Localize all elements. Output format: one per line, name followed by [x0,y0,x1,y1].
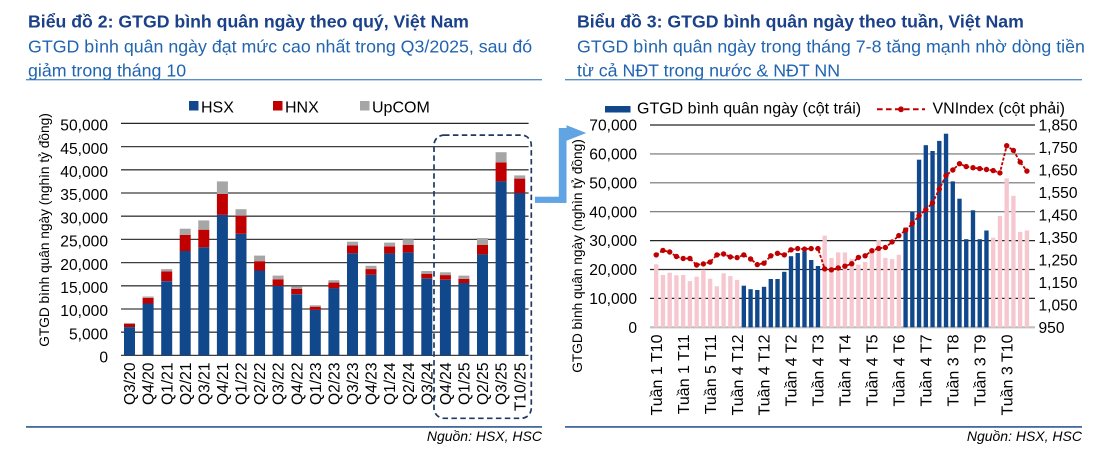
svg-text:VNIndex (cột phải): VNIndex (cột phải) [933,100,1066,117]
svg-text:20,000: 20,000 [60,257,108,274]
svg-text:GTGD bình quân ngày (nghìn tỷ: GTGD bình quân ngày (nghìn tỷ đồng) [37,113,52,347]
svg-text:GTGD bình quân ngày (cột trái): GTGD bình quân ngày (cột trái) [637,100,861,117]
svg-text:Tuần 4 T7: Tuần 4 T7 [919,334,936,406]
svg-text:10,000: 10,000 [589,291,637,308]
svg-text:70,000: 70,000 [589,118,637,135]
svg-text:T10/25: T10/25 [512,362,529,411]
svg-text:Tuần 4 T3: Tuần 4 T3 [811,334,828,406]
svg-text:Tuần 5 T11: Tuần 5 T11 [703,334,720,414]
svg-text:HNX: HNX [285,99,319,116]
svg-text:45,000: 45,000 [60,141,108,158]
svg-text:50,000: 50,000 [60,118,108,135]
svg-text:GTGD bình quân ngày đạt mức ca: GTGD bình quân ngày đạt mức cao nhất tro… [28,37,532,57]
svg-text:Q1/24: Q1/24 [382,362,399,405]
svg-text:Q1/21: Q1/21 [159,363,176,405]
svg-text:Nguồn: HSX, HSC: Nguồn: HSX, HSC [427,428,543,444]
svg-text:Tuần 3 T8: Tuần 3 T8 [946,334,963,406]
svg-text:UpCOM: UpCOM [372,99,430,116]
svg-text:Q2/25: Q2/25 [475,362,492,405]
svg-text:Q4/23: Q4/23 [364,363,381,405]
svg-text:20,000: 20,000 [589,262,637,279]
svg-text:1,050: 1,050 [1039,297,1078,314]
svg-text:Q3/24: Q3/24 [419,362,436,405]
svg-text:1,150: 1,150 [1039,275,1078,292]
svg-text:60,000: 60,000 [589,147,637,164]
svg-text:Q2/22: Q2/22 [252,363,269,405]
svg-text:Q3/20: Q3/20 [122,362,139,405]
svg-text:Q1/23: Q1/23 [308,363,325,405]
svg-text:Biểu đồ 3: GTGD bình quân ngày: Biểu đồ 3: GTGD bình quân ngày theo tuần… [577,12,1024,32]
svg-text:Q1/25: Q1/25 [457,362,474,405]
svg-text:Q1/22: Q1/22 [234,363,251,405]
svg-text:Tuần 3 T10: Tuần 3 T10 [999,334,1016,415]
svg-text:Q2/24: Q2/24 [401,362,418,405]
svg-text:Q2/21: Q2/21 [178,363,195,405]
svg-text:Tuần 1 T11: Tuần 1 T11 [676,334,693,414]
svg-text:Q2/23: Q2/23 [327,363,344,405]
svg-text:10,000: 10,000 [60,303,108,320]
svg-text:HSX: HSX [201,99,234,116]
svg-text:25,000: 25,000 [60,234,108,251]
svg-text:GTGD bình quân ngày (nghìn tỷ: GTGD bình quân ngày (nghìn tỷ đồng) [570,139,585,373]
svg-text:0: 0 [628,320,637,337]
svg-text:Tuần 3 T9: Tuần 3 T9 [972,334,989,406]
svg-text:Q4/21: Q4/21 [215,363,232,405]
svg-text:40,000: 40,000 [60,164,108,181]
svg-text:Q3/25: Q3/25 [494,362,511,405]
svg-text:Q3/23: Q3/23 [345,363,362,405]
svg-text:950: 950 [1039,320,1065,337]
svg-text:30,000: 30,000 [60,210,108,227]
svg-text:35,000: 35,000 [60,187,108,204]
svg-text:Tuần 4 T12: Tuần 4 T12 [757,334,774,415]
svg-text:Q4/24: Q4/24 [438,362,455,405]
svg-text:30,000: 30,000 [589,233,637,250]
svg-text:từ cả NĐT trong nước & NĐT NN: từ cả NĐT trong nước & NĐT NN [577,61,840,81]
svg-text:Q3/22: Q3/22 [271,363,288,405]
svg-text:giảm trong tháng 10: giảm trong tháng 10 [28,61,186,81]
svg-text:GTGD bình quân ngày trong thán: GTGD bình quân ngày trong tháng 7-8 tăng… [577,37,1085,57]
svg-text:50,000: 50,000 [589,175,637,192]
svg-text:Q4/22: Q4/22 [289,363,306,405]
svg-text:Q3/21: Q3/21 [196,363,213,405]
svg-text:Tuần 4 T6: Tuần 4 T6 [892,334,909,406]
svg-text:Biểu đồ 2: GTGD bình quân ngày: Biểu đồ 2: GTGD bình quân ngày theo quý,… [28,12,469,32]
svg-text:Q4/20: Q4/20 [141,362,158,405]
svg-text:Tuần 4 T2: Tuần 4 T2 [784,334,801,406]
svg-text:15,000: 15,000 [60,280,108,297]
svg-text:1,750: 1,750 [1039,140,1078,157]
svg-text:Tuần 4 T12: Tuần 4 T12 [730,334,747,415]
svg-text:Tuần 4 T5: Tuần 4 T5 [865,334,882,406]
svg-text:Tuần 4 T4: Tuần 4 T4 [838,334,855,406]
svg-text:1,650: 1,650 [1039,163,1078,180]
svg-text:1,450: 1,450 [1039,208,1078,225]
svg-text:0: 0 [99,350,108,367]
svg-text:1,550: 1,550 [1039,185,1078,202]
svg-text:1,350: 1,350 [1039,230,1078,247]
svg-text:1,250: 1,250 [1039,253,1078,270]
svg-text:Nguồn: HSX, HSC: Nguồn: HSX, HSC [967,428,1083,444]
svg-text:5,000: 5,000 [69,326,108,343]
svg-text:40,000: 40,000 [589,204,637,221]
svg-text:1,850: 1,850 [1039,118,1078,135]
svg-text:Tuần 1 T10: Tuần 1 T10 [649,334,666,415]
